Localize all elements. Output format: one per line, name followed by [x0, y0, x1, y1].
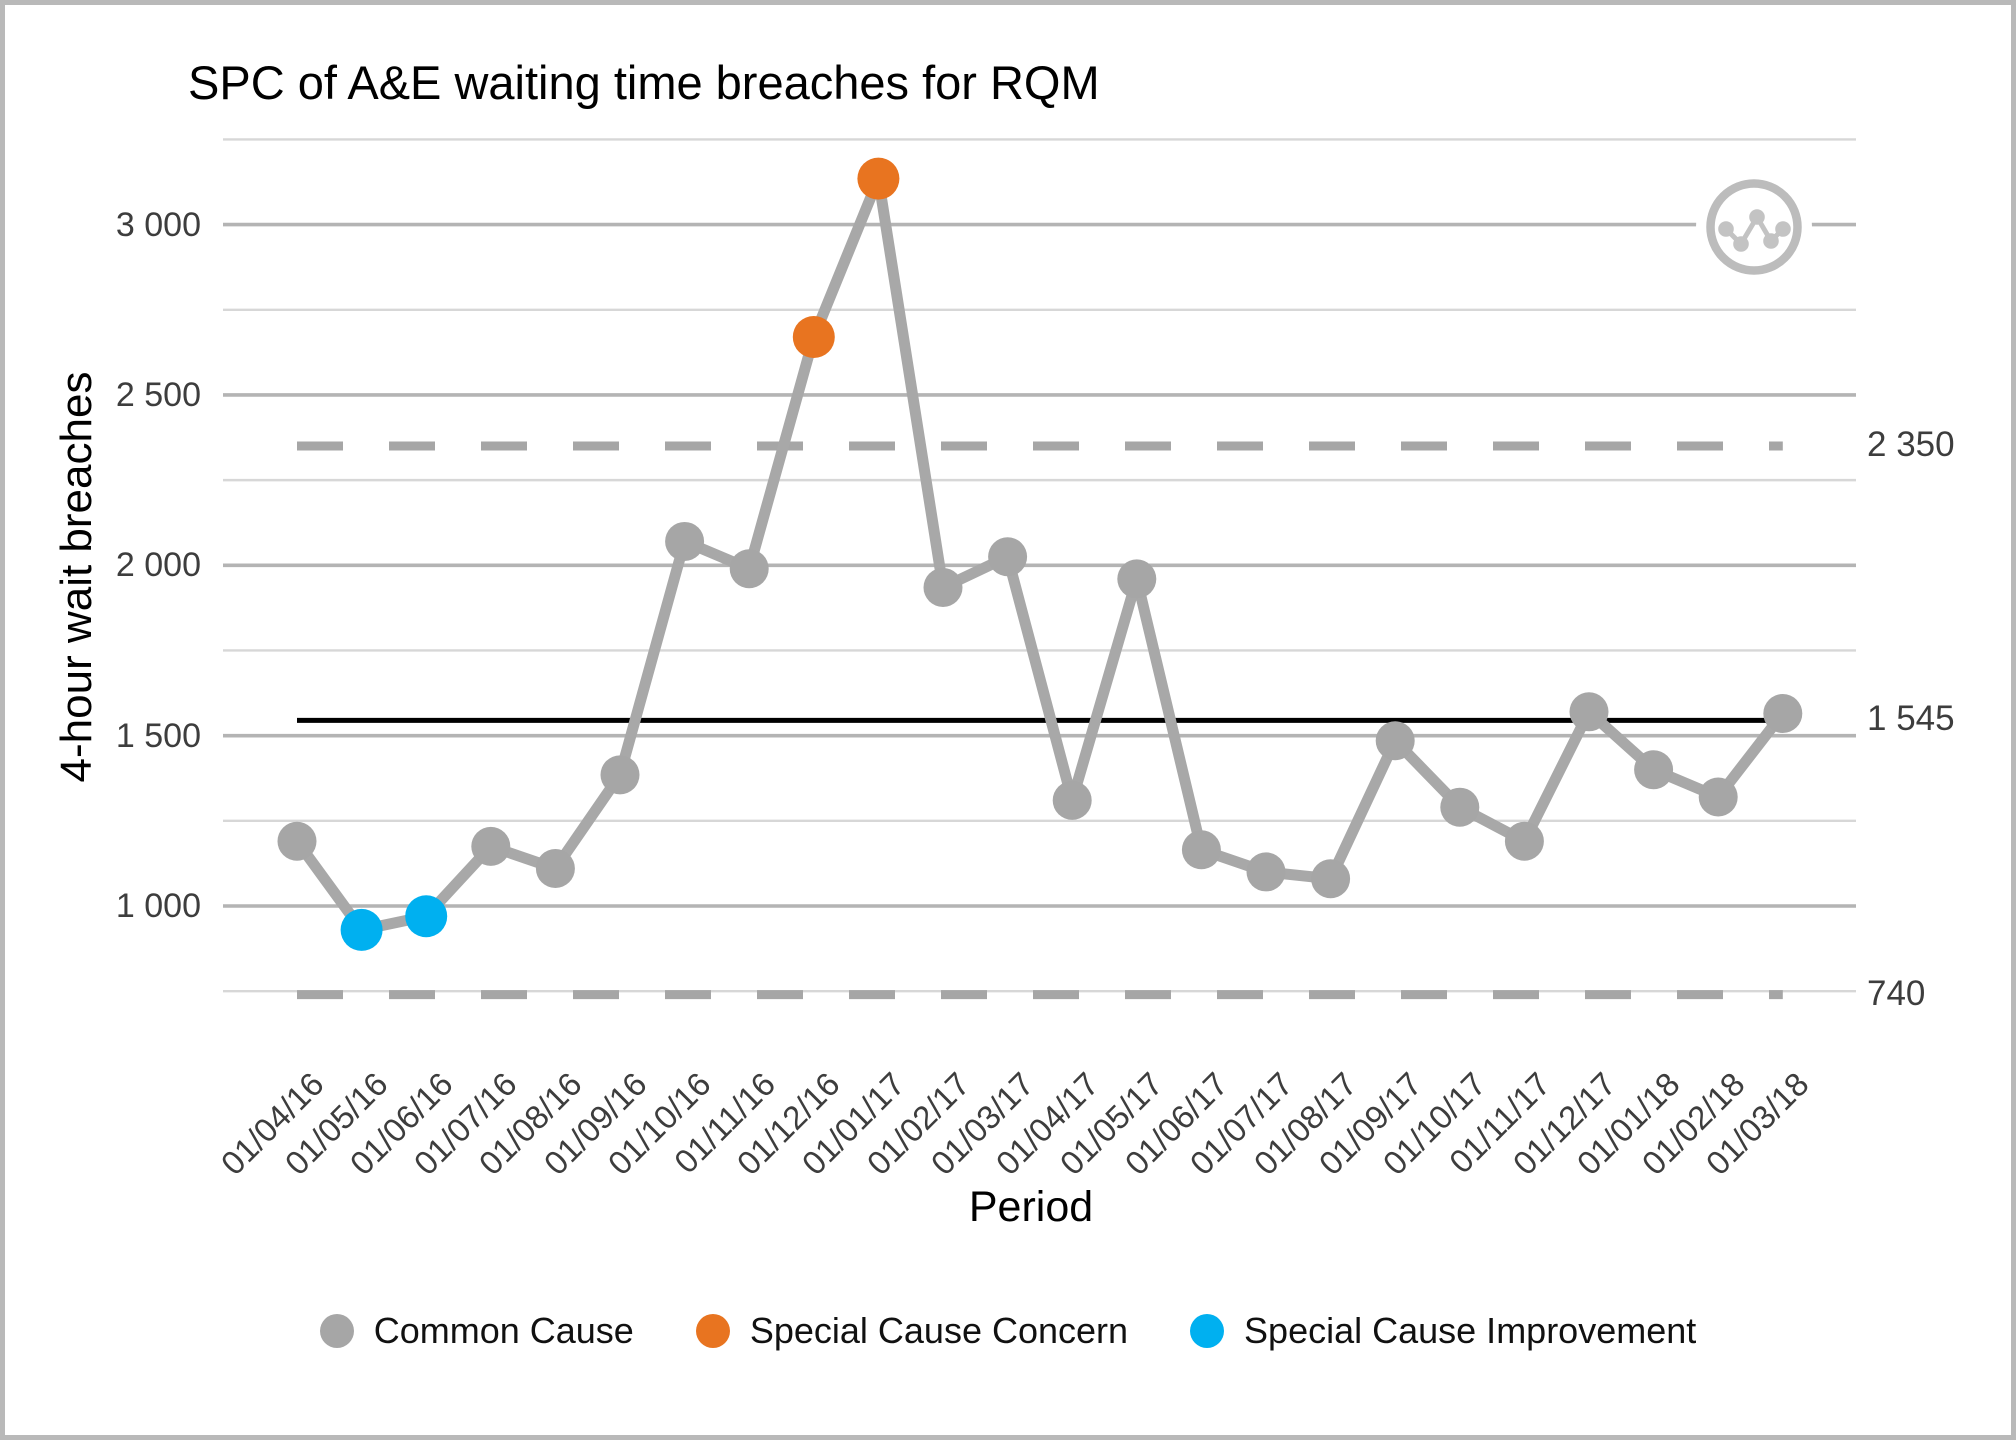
data-point-concern[interactable] — [792, 316, 835, 359]
data-point-common[interactable] — [988, 537, 1028, 577]
data-point-common[interactable] — [471, 826, 511, 866]
data-point-common[interactable] — [1052, 780, 1092, 820]
legend: Common Cause Special Cause Concern Speci… — [5, 1310, 2011, 1352]
data-point-common[interactable] — [1698, 777, 1738, 817]
series-line — [291, 173, 1789, 936]
data-point-common[interactable] — [923, 567, 963, 607]
data-point-common[interactable] — [1440, 787, 1480, 827]
data-point-common[interactable] — [1311, 859, 1351, 899]
data-point-improvement[interactable] — [340, 908, 383, 951]
chart-title: SPC of A&E waiting time breaches for RQM — [188, 56, 1100, 109]
data-point-concern[interactable] — [857, 157, 900, 200]
common-cause-dot-icon — [319, 1314, 354, 1348]
data-point-common[interactable] — [600, 755, 640, 795]
data-point-common[interactable] — [1375, 721, 1415, 761]
data-point-common[interactable] — [1504, 821, 1544, 861]
data-point-common[interactable] — [535, 849, 575, 889]
data-point-common[interactable] — [1117, 559, 1157, 599]
data-point-improvement[interactable] — [405, 895, 448, 938]
lcl-value-label: 740 — [1867, 973, 1926, 1013]
data-point-common[interactable] — [1634, 750, 1674, 790]
mean-value-label: 1 545 — [1867, 699, 1955, 739]
data-point-common[interactable] — [1246, 852, 1286, 892]
y-tick-label: 1 000 — [115, 887, 201, 925]
run-chart-icon — [1696, 169, 1812, 285]
data-point-common[interactable] — [277, 821, 317, 861]
legend-label-special-cause-concern: Special Cause Concern — [749, 1310, 1129, 1351]
legend-item-special-cause-improvement[interactable]: Special Cause Improvement — [1190, 1310, 1696, 1352]
plot-area — [223, 138, 1856, 1000]
y-tick-label: 2 500 — [115, 375, 201, 414]
legend-item-special-cause-concern[interactable]: Special Cause Concern — [695, 1310, 1129, 1352]
data-point-common[interactable] — [1763, 694, 1803, 734]
special-cause-concern-dot-icon — [695, 1314, 730, 1348]
data-point-common[interactable] — [729, 549, 769, 589]
x-axis-title: Period — [968, 1183, 1094, 1231]
data-point-common[interactable] — [1181, 830, 1221, 870]
legend-label-special-cause-improvement: Special Cause Improvement — [1244, 1310, 1697, 1351]
data-point-common[interactable] — [665, 521, 705, 561]
legend-item-common-cause[interactable]: Common Cause — [319, 1310, 634, 1352]
y-tick-label: 2 000 — [115, 546, 201, 585]
data-point-common[interactable] — [1569, 692, 1609, 732]
legend-label-common-cause: Common Cause — [373, 1310, 634, 1351]
y-tick-label: 1 500 — [115, 716, 201, 755]
special-cause-improvement-dot-icon — [1190, 1314, 1225, 1348]
ucl-value-label: 2 350 — [1867, 425, 1955, 465]
y-tick-label: 3 000 — [115, 205, 201, 244]
